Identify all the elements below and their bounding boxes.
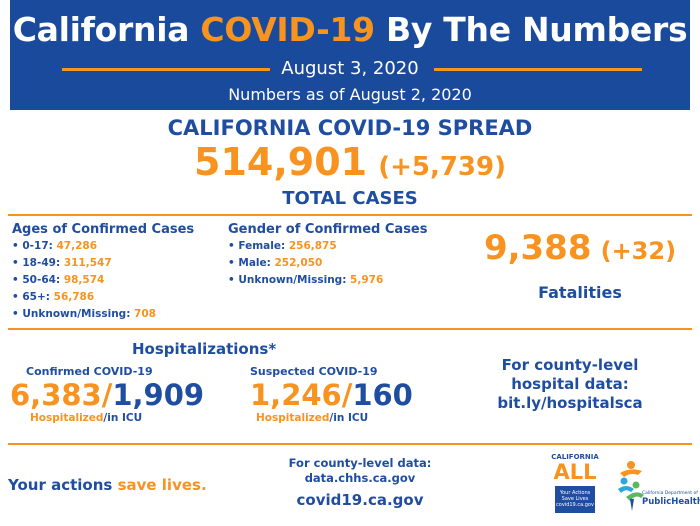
- confirmed-caption: Hospitalized/in ICU: [30, 412, 143, 424]
- total-cases-value: 514,901: [194, 140, 368, 184]
- fatalities-value: 9,388: [483, 228, 592, 268]
- public-health-logo: California Department of PublicHealth: [616, 455, 700, 515]
- suspected-label: Suspected COVID-19: [250, 365, 378, 378]
- confirmed-hospitalized: 6,383: [10, 378, 102, 412]
- people-figures-icon: [618, 461, 644, 511]
- divider-3: [8, 443, 692, 445]
- county-data-info: For county-level data: data.chhs.ca.gov: [270, 456, 450, 486]
- suspected-hospitalized: 1,246: [250, 378, 342, 412]
- list-item: • 65+: 56,786: [12, 291, 95, 303]
- website-link[interactable]: covid19.ca.gov: [296, 491, 424, 509]
- divider-2: [8, 328, 692, 330]
- fatalities-change: (+32): [600, 237, 677, 265]
- california-all-logo: CALIFORNIA ALL Your Actions Save Lives c…: [551, 453, 599, 515]
- fatalities-row: 9,388 (+32): [470, 228, 690, 268]
- numbers-as-of: Numbers as of August 2, 2020: [228, 85, 472, 104]
- total-cases-row: 514,901 (+5,739): [0, 140, 700, 184]
- confirmed-icu: 1,909: [112, 378, 205, 412]
- spread-heading: CALIFORNIA COVID-19 SPREAD: [167, 116, 533, 140]
- header-banner: California COVID-19 By The Numbers Augus…: [10, 0, 690, 110]
- ages-list: • 0-17: 47,286 • 18-49: 311,547 • 50-64:…: [12, 240, 156, 325]
- header-rule-left: [62, 68, 270, 71]
- suspected-numbers: 1,246/160: [250, 378, 413, 412]
- confirmed-numbers: 6,383/1,909: [10, 378, 205, 412]
- county-data-link[interactable]: data.chhs.ca.gov: [304, 471, 416, 485]
- gender-list: • Female: 256,875 • Male: 252,050 • Unkn…: [228, 240, 383, 291]
- total-cases-change: (+5,739): [378, 152, 506, 182]
- suspected-caption: Hospitalized/in ICU: [256, 412, 369, 424]
- total-cases-label: TOTAL CASES: [282, 188, 418, 209]
- list-item: • 50-64: 98,574: [12, 274, 105, 286]
- gender-title: Gender of Confirmed Cases: [228, 222, 428, 237]
- list-item: • Unknown/Missing: 5,976: [228, 274, 384, 286]
- confirmed-label: Confirmed COVID-19: [26, 365, 153, 378]
- list-item: • 0-17: 47,286: [12, 240, 98, 252]
- divider-1: [8, 214, 692, 216]
- list-item: • Male: 252,050: [228, 257, 323, 269]
- title-highlight: COVID-19: [200, 10, 375, 49]
- title-pre: California: [12, 10, 190, 49]
- hospitalizations-title: Hospitalizations*: [132, 340, 277, 358]
- ages-title: Ages of Confirmed Cases: [12, 222, 195, 237]
- county-hospital-info: For county-level hospital data: bit.ly/h…: [480, 356, 660, 413]
- title-post: By The Numbers: [386, 10, 688, 49]
- list-item: • Unknown/Missing: 708: [12, 308, 156, 320]
- list-item: • 18-49: 311,547: [12, 257, 112, 269]
- suspected-icu: 160: [352, 378, 413, 412]
- header-rule-right: [434, 68, 642, 71]
- actions-save-lives: Your actions save lives.: [8, 476, 207, 494]
- hospital-data-link[interactable]: bit.ly/hospitalsca: [497, 394, 643, 412]
- page-title: California COVID-19 By The Numbers: [10, 10, 690, 49]
- list-item: • Female: 256,875: [228, 240, 337, 252]
- fatalities-label: Fatalities: [538, 283, 622, 302]
- report-date: August 3, 2020: [281, 58, 419, 79]
